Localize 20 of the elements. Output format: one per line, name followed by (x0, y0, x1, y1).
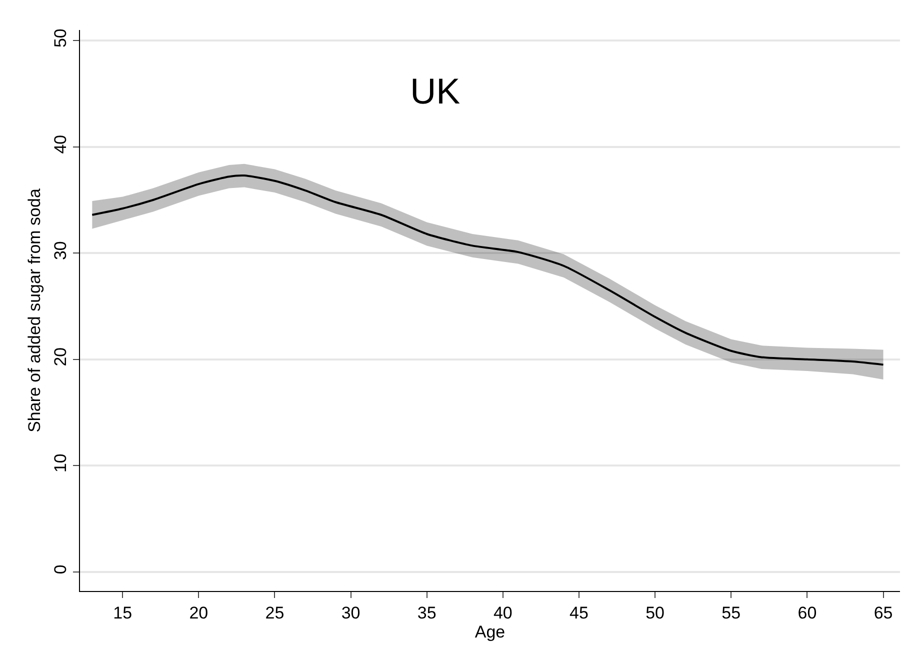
y-tick-label: 40 (51, 134, 70, 154)
x-tick-label: 40 (493, 603, 512, 622)
y-tick-label: 10 (51, 454, 70, 473)
text: UK (410, 70, 460, 112)
x-tick-label: 45 (570, 603, 588, 622)
x-tick-label: 50 (646, 603, 665, 622)
x-tick-label: 30 (341, 603, 360, 622)
x-tick-label: 60 (798, 603, 817, 622)
x-tick-label: 15 (113, 603, 132, 622)
y-tick-label: 0 (51, 564, 70, 574)
x-tick-label: 20 (189, 603, 208, 622)
x-axis-title: Age (474, 622, 506, 642)
x-tick-label: 55 (722, 603, 741, 622)
x-tick-label: 35 (417, 603, 436, 622)
y-tick-label: 20 (51, 347, 70, 366)
x-tick-label: 25 (265, 603, 284, 622)
x-tick-label: 65 (874, 603, 893, 622)
y-axis-title: Share of added sugar from soda (24, 188, 44, 432)
y-tick-label: 50 (51, 28, 70, 48)
y-tick-label: 30 (51, 241, 70, 260)
